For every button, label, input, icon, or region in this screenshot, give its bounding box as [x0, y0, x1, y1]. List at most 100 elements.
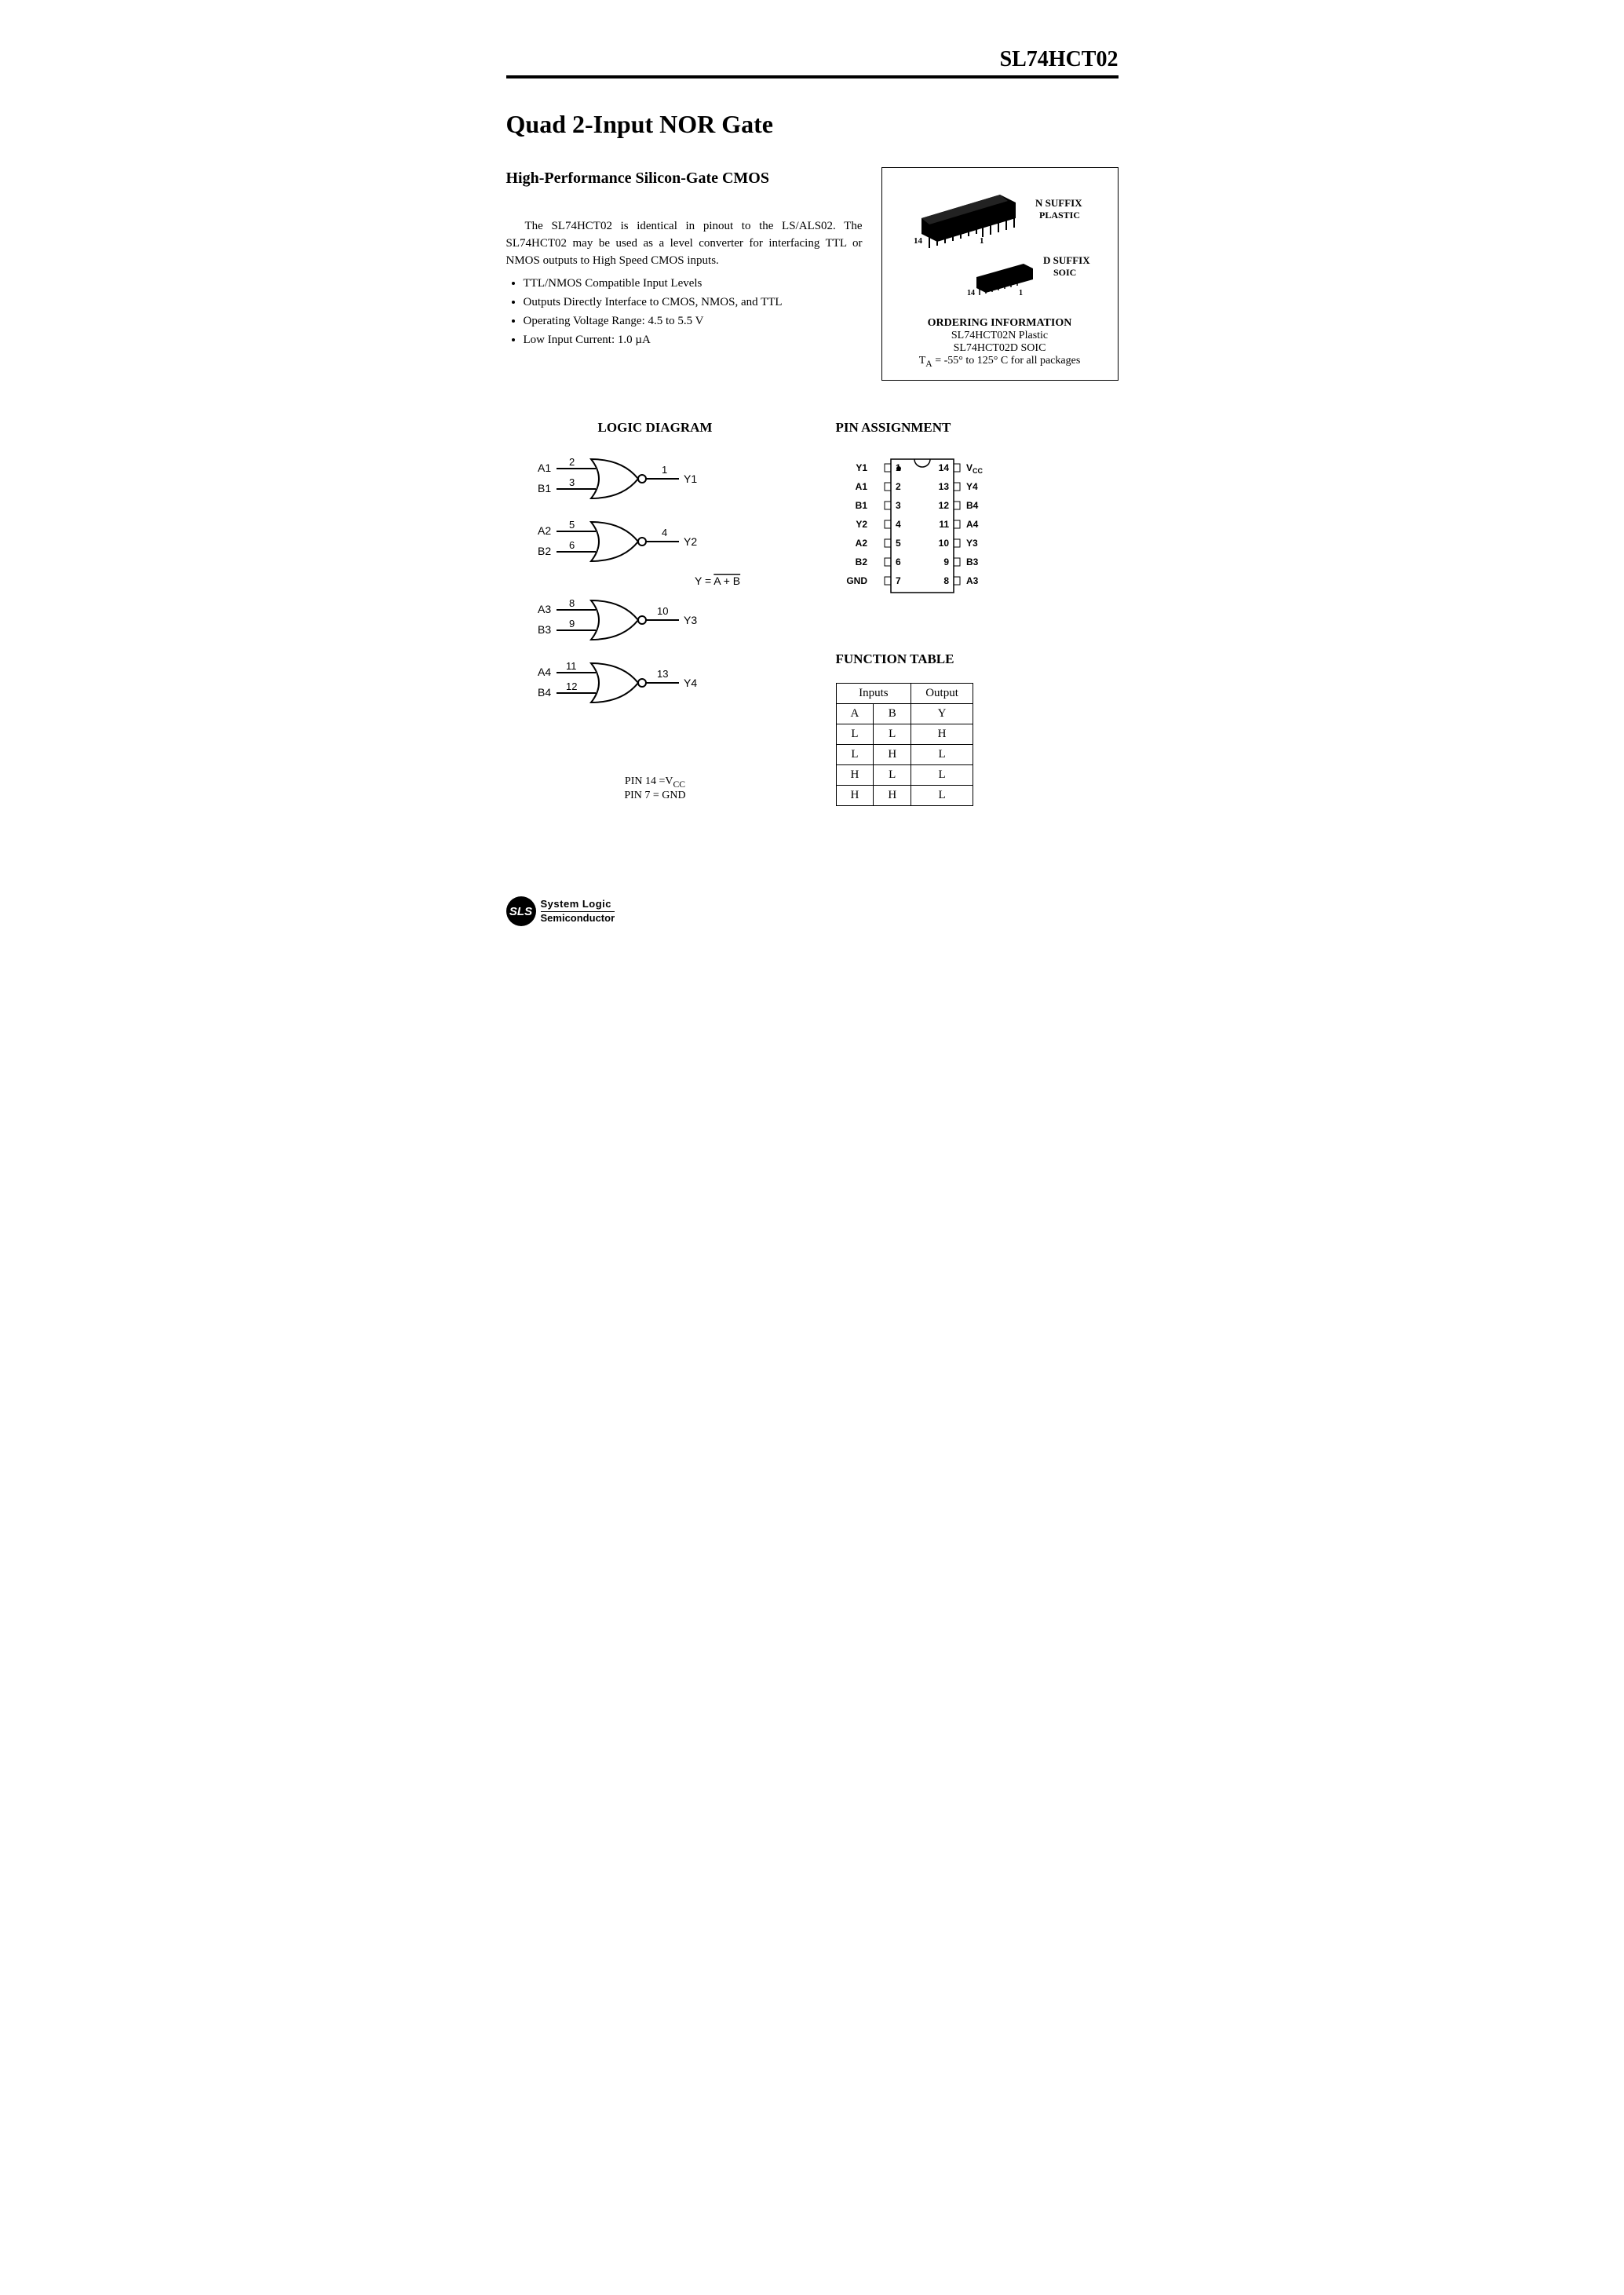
svg-text:Y4: Y4 [684, 677, 697, 689]
pin-row: 5A2 [855, 538, 900, 549]
svg-text:10: 10 [657, 605, 668, 617]
svg-text:4: 4 [662, 527, 667, 538]
svg-text:B1: B1 [855, 500, 867, 511]
svg-text:Y1: Y1 [856, 462, 867, 473]
mid-section: LOGIC DIAGRAM A1 2 B1 3 [506, 381, 1119, 806]
svg-text:12: 12 [938, 500, 949, 511]
svg-text:3: 3 [569, 476, 575, 488]
svg-text:9: 9 [943, 556, 949, 567]
feature-list: TTL/NMOS Compatible Input Levels Outputs… [506, 275, 863, 348]
table-row: HHL [836, 785, 973, 805]
svg-text:2: 2 [569, 456, 575, 468]
svg-text:A1: A1 [538, 462, 551, 474]
svg-text:1: 1 [896, 462, 901, 473]
svg-text:5: 5 [896, 538, 901, 549]
pin-row: 1 Y1 [856, 462, 901, 473]
svg-text:6: 6 [896, 556, 901, 567]
feature-item: Operating Voltage Range: 4.5 to 5.5 V [524, 313, 863, 330]
top-section: High-Performance Silicon-Gate CMOS The S… [506, 167, 1119, 381]
svg-text:Y1: Y1 [684, 472, 697, 485]
pin-row: 9 B3 [943, 556, 978, 567]
svg-text:A4: A4 [966, 519, 979, 530]
subtitle: High-Performance Silicon-Gate CMOS [506, 167, 863, 190]
footer-text: System Logic Semiconductor [541, 898, 615, 924]
nor-gate-4: A4 11 B4 12 13 Y4 [538, 660, 697, 702]
pin-row: 2 A1 [855, 481, 900, 492]
package-svg: 14 1 N SUFFIX PLASTIC [898, 179, 1102, 312]
description-column: High-Performance Silicon-Gate CMOS The S… [506, 167, 863, 350]
svg-text:7: 7 [896, 575, 901, 586]
svg-text:11: 11 [566, 660, 577, 672]
dip-pin1-label: 1 [980, 236, 984, 246]
right-column: PIN ASSIGNMENT 1 Y1 2 A1 3B1 4Y2 5A2 6 B2 7… [836, 381, 1119, 806]
table-row: A B Y [836, 703, 973, 724]
d-suffix-label: D SUFFIX [1043, 254, 1090, 266]
description-paragraph: The SL74HCT02 is identical in pinout to … [506, 218, 863, 269]
ordering-temp: TA = -55° to 125° C for all packages [890, 355, 1110, 369]
svg-text:Y3: Y3 [966, 538, 978, 549]
sls-logo: SLS [506, 896, 536, 926]
pin-assignment-svg: 1Y1 2A1 3B1 4Y2 5A2 6B2 7GND 14VCC 13Y4 … [836, 451, 1009, 600]
feature-item: Outputs Directly Interface to CMOS, NMOS… [524, 294, 863, 312]
pin-row: 4Y2 [856, 519, 901, 530]
table-row: LHL [836, 744, 973, 764]
function-table: Inputs Output A B Y LLH LHL HLL HHL [836, 683, 973, 806]
col-y-header: Y [911, 703, 973, 724]
svg-text:4: 4 [896, 519, 901, 530]
pin-row: 7 GND [846, 575, 901, 586]
n-suffix-type: PLASTIC [1039, 210, 1080, 221]
svg-text:Y3: Y3 [684, 614, 697, 626]
nor-gate-2: A2 5 B2 6 4 Y2 [538, 519, 697, 561]
svg-text:B3: B3 [966, 556, 979, 567]
function-table-heading: FUNCTION TABLE [836, 651, 1119, 667]
svg-text:A3: A3 [966, 575, 979, 586]
output-header: Output [911, 683, 973, 703]
svg-text:12: 12 [566, 680, 577, 692]
svg-text:A1: A1 [855, 481, 867, 492]
svg-text:10: 10 [938, 538, 949, 549]
package-diagrams: 14 1 N SUFFIX PLASTIC [890, 179, 1110, 312]
svg-text:13: 13 [938, 481, 949, 492]
datasheet-page: SL74HCT02 Quad 2-Input NOR Gate High-Per… [451, 0, 1173, 942]
pin-row: 6 B2 [855, 556, 900, 567]
svg-text:GND: GND [846, 575, 867, 586]
pin-row: 13Y4 [938, 481, 977, 492]
pin-row: 11A4 [939, 519, 978, 530]
nor-gate-1: A1 2 B1 3 1 Y1 [538, 456, 697, 498]
pin-row: 8 A3 [943, 575, 978, 586]
feature-item: Low Input Current: 1.0 µA [524, 332, 863, 349]
nor-gate-3: A3 8 B3 9 10 Y3 [538, 597, 697, 640]
svg-text:14: 14 [938, 462, 949, 473]
pin-row: 3B1 [855, 500, 900, 511]
ordering-box: 14 1 N SUFFIX PLASTIC [881, 167, 1119, 381]
ordering-title: ORDERING INFORMATION [890, 317, 1110, 330]
table-row: LLH [836, 724, 973, 744]
table-row: HLL [836, 764, 973, 785]
svg-text:8: 8 [943, 575, 949, 586]
n-suffix-label: N SUFFIX [1035, 197, 1082, 209]
svg-text:B2: B2 [538, 545, 551, 557]
table-row: Inputs Output [836, 683, 973, 703]
svg-text:2: 2 [896, 481, 901, 492]
pin-notes: PIN 14 =VCC PIN 7 = GND [506, 775, 805, 802]
d-suffix-type: SOIC [1053, 267, 1076, 278]
ordering-line1: SL74HCT02N Plastic [890, 330, 1110, 342]
logic-diagram-svg: A1 2 B1 3 1 Y1 A2 5 B2 6 [506, 451, 765, 750]
svg-text:VCC: VCC [966, 462, 984, 475]
svg-text:B2: B2 [855, 556, 867, 567]
feature-item: TTL/NMOS Compatible Input Levels [524, 275, 863, 293]
pin-assignment-heading: PIN ASSIGNMENT [836, 420, 1119, 436]
svg-text:9: 9 [569, 618, 575, 629]
page-title: Quad 2-Input NOR Gate [506, 110, 1119, 139]
soic-pin1-label: 1 [1019, 289, 1023, 297]
logic-diagram-column: LOGIC DIAGRAM A1 2 B1 3 [506, 381, 805, 802]
svg-text:B4: B4 [538, 686, 551, 699]
svg-text:5: 5 [569, 519, 575, 531]
pin-row: 14 VCC [938, 462, 983, 475]
pin-row: 10 Y3 [938, 538, 977, 549]
svg-text:B1: B1 [538, 482, 551, 494]
svg-text:6: 6 [569, 539, 575, 551]
svg-text:13: 13 [657, 668, 668, 680]
footer-line1: System Logic [541, 898, 615, 912]
soic-pin14-label: 14 [967, 289, 975, 297]
